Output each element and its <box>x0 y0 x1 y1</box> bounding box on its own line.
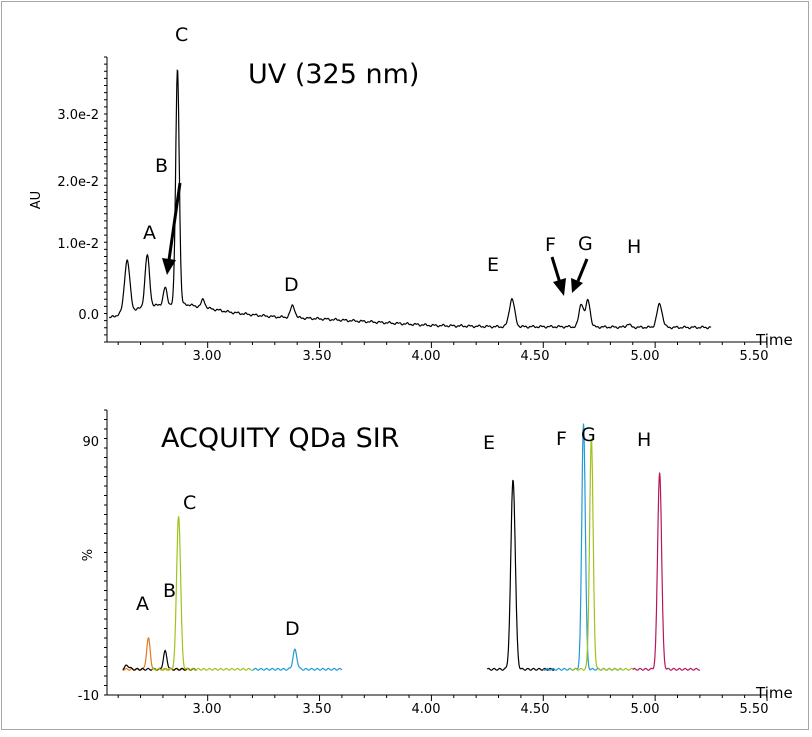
qda-xtick-4: 5.00 <box>631 702 660 717</box>
qda-label-H: H <box>637 429 651 451</box>
qda-xtick-2: 4.00 <box>412 702 441 717</box>
uv-xtick-5: 5.50 <box>740 349 769 364</box>
qda-x-label: Time <box>755 684 793 702</box>
uv-label-B: B <box>155 155 168 177</box>
uv-label-C: C <box>175 24 188 46</box>
uv-ytick-3: 3.0e-2 <box>57 108 99 123</box>
uv-xtick-0: 3.00 <box>193 349 222 364</box>
qda-label-G: G <box>581 424 596 446</box>
uv-ytick-1: 1.0e-2 <box>57 237 99 252</box>
qda-trace-H <box>632 472 701 671</box>
qda-ytick-0: -10 <box>78 689 99 704</box>
qda-label-B: B <box>163 580 176 602</box>
uv-label-G: G <box>578 233 593 255</box>
arrow-B <box>162 182 182 275</box>
uv-x-label: Time <box>755 331 793 349</box>
qda-label-C: C <box>183 492 196 514</box>
qda-label-A: A <box>136 593 149 615</box>
uv-xtick-3: 4.50 <box>521 349 550 364</box>
uv-title: UV (325 nm) <box>248 59 419 90</box>
uv-xtick-2: 4.00 <box>412 349 441 364</box>
qda-trace-G <box>569 438 634 671</box>
qda-xtick-3: 4.50 <box>521 702 550 717</box>
uv-label-E: E <box>487 254 499 276</box>
uv-trace <box>108 69 712 330</box>
uv-label-D: D <box>284 274 299 296</box>
uv-y-label: AU <box>29 191 44 209</box>
uv-xtick-1: 3.50 <box>303 349 332 364</box>
qda-xtick-5: 5.50 <box>740 702 769 717</box>
uv-ytick-0: 0.0 <box>78 308 99 323</box>
qda-xtick-1: 3.50 <box>303 702 332 717</box>
qda-title: ACQUITY QDa SIR <box>161 423 399 454</box>
uv-x-minor-ticks <box>117 342 768 348</box>
uv-label-H: H <box>627 236 641 258</box>
qda-ytick-1: 90 <box>82 435 99 450</box>
uv-y-minor-ticks <box>104 56 107 343</box>
qda-label-F: F <box>556 428 567 450</box>
qda-y-label: % <box>81 549 96 561</box>
uv-label-F: F <box>545 234 556 256</box>
arrow-G <box>571 258 589 293</box>
uv-xtick-4: 5.00 <box>631 349 660 364</box>
uv-panel: 0.0 1.0e-2 2.0e-2 3.0e-2 3.00 3.50 4.00 … <box>29 24 793 364</box>
qda-trace-C <box>151 516 253 671</box>
qda-trace-D <box>252 648 343 671</box>
qda-xtick-0: 3.00 <box>193 702 222 717</box>
qda-x-minor-ticks <box>117 695 768 701</box>
qda-y-minor-ticks <box>104 409 107 696</box>
qda-label-E: E <box>483 432 495 454</box>
qda-label-D: D <box>285 618 300 640</box>
qda-panel: -10 90 3.00 3.50 4.00 4.50 5.00 5.50 % T… <box>78 409 793 717</box>
qda-traces <box>122 423 701 671</box>
arrow-F <box>550 256 566 296</box>
uv-label-A: A <box>143 222 156 244</box>
uv-ytick-2: 2.0e-2 <box>57 175 99 190</box>
